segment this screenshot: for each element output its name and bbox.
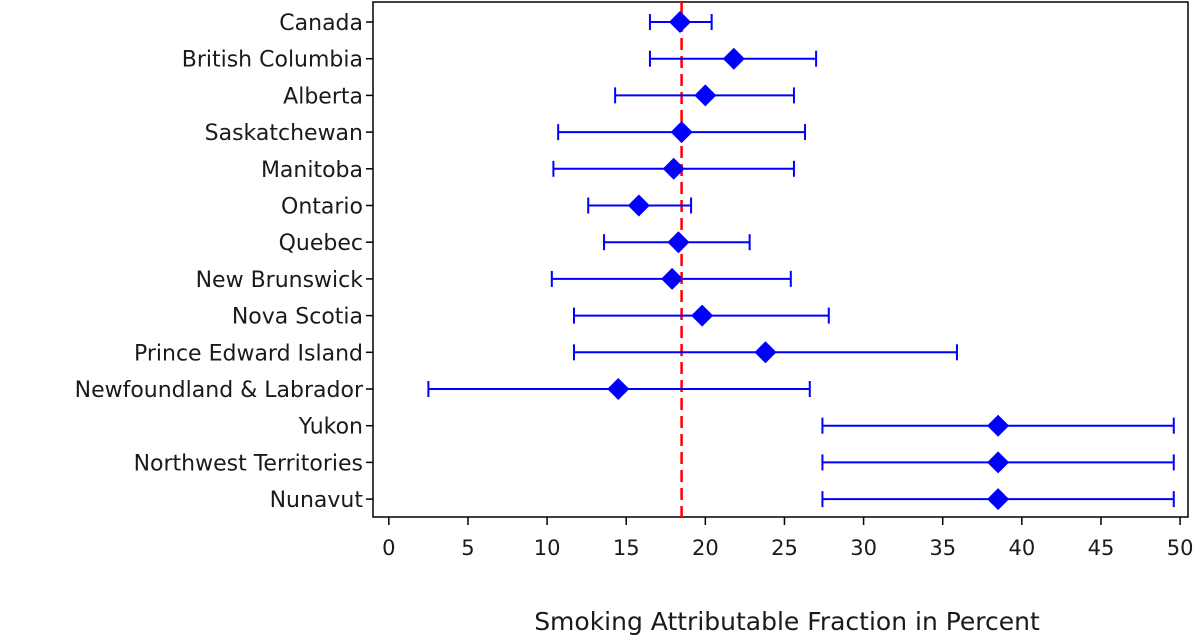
estimate-point	[607, 378, 630, 400]
category-label: Newfoundland & Labrador	[75, 378, 364, 403]
estimate-point	[662, 157, 685, 180]
x-tick-label: 25	[771, 536, 798, 560]
category-label: Northwest Territories	[134, 451, 363, 476]
category-labels: Canada British Columbia Alberta Saskatchewa…	[75, 11, 373, 513]
x-tick-label: 15	[613, 536, 640, 560]
category-label: British Columbia	[182, 48, 363, 73]
data-marks-layer	[427, 11, 1175, 511]
category-label: Yukon	[298, 415, 363, 440]
x-axis-title: Smoking Attributable Fraction in Percent	[534, 607, 1040, 636]
estimate-point	[691, 304, 714, 327]
estimate-point	[667, 231, 690, 254]
category-label: Ontario	[281, 195, 363, 220]
estimate-point	[722, 47, 745, 70]
estimate-point	[661, 267, 684, 290]
x-tick-label: 20	[692, 536, 719, 560]
x-tick-label: 5	[461, 536, 474, 560]
plot-frame	[372, 1, 1189, 518]
category-label: Saskatchewan	[205, 121, 363, 146]
x-tick-label: 40	[1008, 536, 1035, 560]
estimate-point	[694, 84, 717, 107]
category-label: Alberta	[283, 84, 363, 109]
x-tick-label: 10	[534, 536, 561, 560]
category-label: Canada	[279, 11, 363, 36]
estimate-point	[987, 451, 1010, 474]
x-axis-ticks: 0 5 10 15 20 25 30 35 40 45 50	[382, 517, 1193, 560]
category-label: New Brunswick	[196, 268, 364, 293]
category-label: Nunavut	[270, 488, 364, 513]
x-tick-label: 0	[382, 536, 395, 560]
category-label: Quebec	[279, 231, 363, 256]
estimate-point	[670, 121, 693, 144]
estimate-point	[987, 414, 1010, 437]
category-label: Nova Scotia	[232, 305, 363, 330]
estimate-point	[669, 11, 692, 33]
x-tick-label: 50	[1167, 536, 1194, 560]
estimate-point	[754, 341, 777, 364]
x-tick-label: 35	[929, 536, 956, 560]
x-tick-label: 30	[850, 536, 877, 560]
category-label: Manitoba	[261, 158, 363, 183]
category-label: Prince Edward Island	[134, 341, 363, 366]
x-tick-label: 45	[1088, 536, 1115, 560]
estimate-point	[987, 488, 1010, 511]
estimate-point	[627, 194, 650, 217]
